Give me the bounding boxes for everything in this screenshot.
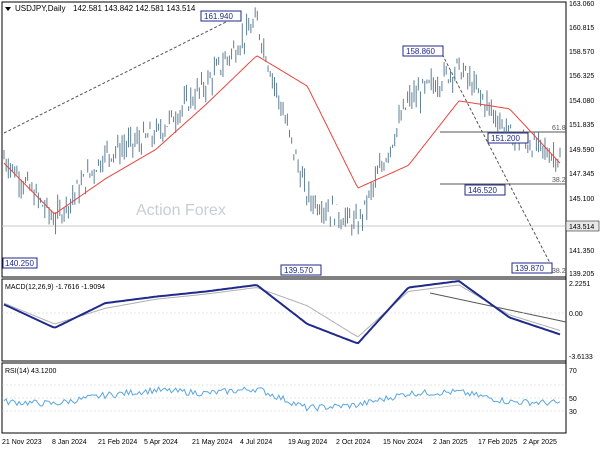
- y-tick: 141.350: [569, 248, 594, 255]
- x-tick: 2 Jan 2025: [433, 439, 468, 446]
- rsi-title: RSI(14) 43.1200: [5, 368, 56, 375]
- x-tick: 19 Aug 2024: [288, 439, 327, 446]
- y-tick: 139.205: [569, 271, 594, 278]
- macd-pane-frame: [1, 278, 567, 362]
- price-pane-frame: [1, 1, 567, 278]
- annotation-151200: 151.200: [487, 132, 529, 144]
- watermark: Action Forex: [136, 202, 226, 219]
- y-tick: 163.060: [569, 1, 594, 8]
- annotation-140250: 140.250: [2, 257, 38, 269]
- y-tick: 147.345: [569, 171, 594, 178]
- date-axis: 21 Nov 2023 8 Jan 2024 21 Feb 2024 5 Apr…: [2, 439, 557, 446]
- y-tick: 149.590: [569, 147, 594, 154]
- x-tick: 8 Jan 2024: [52, 439, 87, 446]
- annotation-146520: 146.520: [464, 184, 506, 196]
- svg-text:151.200: 151.200: [491, 134, 520, 143]
- x-tick: 21 Nov 2023: [2, 439, 42, 446]
- svg-text:161.940: 161.940: [204, 12, 233, 21]
- current-price-badge: 143.514: [565, 220, 600, 232]
- x-tick: 21 May 2024: [192, 439, 233, 446]
- macd-tick-top: 2.2251: [569, 281, 591, 288]
- macd-signal-line: [3, 284, 561, 338]
- annotation-161940: 161.940: [200, 10, 242, 22]
- x-tick: 15 Nov 2024: [383, 439, 423, 446]
- annotation-158860: 158.860: [402, 45, 444, 57]
- macd-tick-zero: 0.00: [569, 311, 583, 318]
- x-tick: 5 Apr 2024: [144, 439, 178, 446]
- header-dropdown-icon[interactable]: [5, 7, 11, 11]
- svg-text:146.520: 146.520: [468, 186, 497, 195]
- fib-label-38-bottom: 38.2: [552, 268, 566, 275]
- price-axis: 163.060 160.815 158.570 156.325 154.080 …: [569, 1, 594, 278]
- macd-main-line: [3, 280, 561, 345]
- macd-tick-bottom: -3.6133: [569, 354, 593, 361]
- ohlc-label: 142.581 143.842 142.581 143.514: [73, 4, 196, 13]
- fib-label-38: 38.2: [552, 177, 566, 184]
- y-tick: 145.100: [569, 196, 594, 203]
- y-tick: 158.570: [569, 49, 594, 56]
- svg-text:139.570: 139.570: [284, 266, 313, 275]
- y-tick: 151.835: [569, 122, 594, 129]
- svg-text:158.860: 158.860: [406, 47, 435, 56]
- symbol-label: USDJPY,Daily: [15, 4, 66, 13]
- rsi-tick-70: 70: [569, 368, 577, 375]
- rsi-line: [3, 385, 561, 412]
- x-tick: 2 Apr 2025: [523, 439, 557, 446]
- macd-title: MACD(12,26,9) -1.7616 -1.9094: [5, 284, 105, 291]
- moving-average-line: [3, 55, 561, 214]
- y-tick: 160.815: [569, 25, 594, 32]
- y-tick: 154.080: [569, 98, 594, 105]
- rsi-tick-30: 30: [569, 409, 577, 416]
- svg-text:143.514: 143.514: [569, 224, 594, 231]
- x-tick: 2 Oct 2024: [336, 439, 370, 446]
- price-bars: [3, 7, 561, 236]
- y-tick: 156.325: [569, 73, 594, 80]
- trendline-down-right: [439, 49, 552, 266]
- trendline-upper-left: [3, 14, 241, 134]
- annotation-139870: 139.870: [511, 262, 553, 274]
- svg-text:139.870: 139.870: [515, 264, 544, 273]
- svg-text:140.250: 140.250: [5, 259, 34, 268]
- x-tick: 17 Feb 2025: [478, 439, 517, 446]
- x-tick: 4 Jul 2024: [240, 439, 272, 446]
- rsi-tick-50: 50: [569, 396, 577, 403]
- fib-label-61: 61.8: [552, 125, 566, 132]
- x-tick: 21 Feb 2024: [98, 439, 137, 446]
- annotation-139570: 139.570: [280, 264, 322, 276]
